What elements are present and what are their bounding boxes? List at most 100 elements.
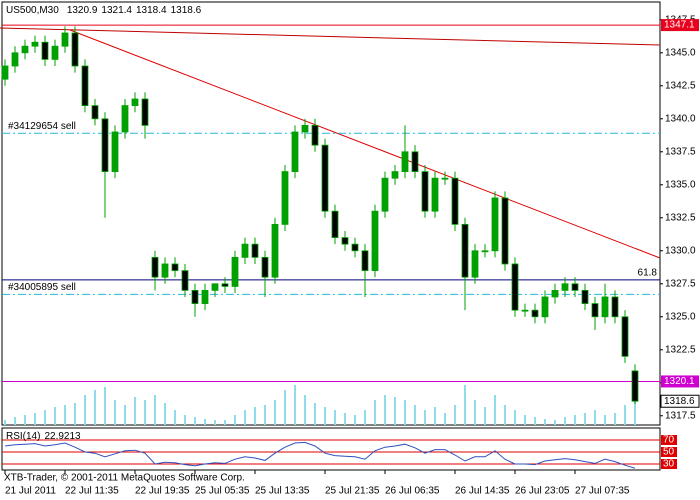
candle-body bbox=[291, 131, 299, 172]
volume-bar bbox=[534, 417, 536, 425]
volume-bar bbox=[464, 385, 466, 425]
volume-bar bbox=[494, 395, 496, 425]
header: US500,M30 1320.9 1321.4 1318.4 1318.6 bbox=[6, 5, 202, 16]
volume-bar bbox=[14, 417, 16, 425]
rsi-level-label: 30 bbox=[663, 459, 675, 470]
candle-body bbox=[421, 171, 429, 212]
main-frame bbox=[1, 1, 661, 426]
candle-body bbox=[131, 98, 139, 106]
header-open: 1320.9 bbox=[67, 5, 98, 16]
x-tick-label: 25 Jul 05:35 bbox=[195, 486, 250, 497]
candle-body bbox=[31, 41, 39, 47]
candle-body bbox=[271, 223, 279, 278]
x-tick-label: 26 Jul 14:35 bbox=[455, 486, 510, 497]
trendline bbox=[0, 27, 661, 46]
volume-bar bbox=[424, 410, 426, 425]
volume-bar bbox=[524, 415, 526, 425]
candle-body bbox=[441, 177, 449, 180]
y-tick-label: 1332.5 bbox=[665, 212, 696, 223]
volume-bar bbox=[574, 415, 576, 425]
volume-bar bbox=[304, 395, 306, 425]
candle-body bbox=[81, 65, 89, 106]
volume-bar bbox=[204, 419, 206, 425]
y-tick-label: 1317.5 bbox=[665, 410, 696, 421]
candle-body bbox=[21, 45, 29, 54]
volume-bar bbox=[104, 387, 106, 425]
volume-bar bbox=[394, 397, 396, 425]
candle-body bbox=[11, 52, 19, 67]
price-tag-label: 1347.1 bbox=[664, 20, 695, 31]
volume-bar bbox=[234, 415, 236, 425]
candle-body bbox=[411, 151, 419, 172]
volume-bar bbox=[124, 405, 126, 425]
volume-bar bbox=[164, 403, 166, 425]
candle-body bbox=[41, 41, 49, 60]
candle-body bbox=[321, 144, 329, 212]
volume-bar bbox=[564, 417, 566, 425]
x-tick-label: 21 Jul 2011 bbox=[5, 486, 56, 497]
footer: XTB-Trader, © 2001-2011 MetaQuotes Softw… bbox=[4, 473, 245, 484]
volume-bar bbox=[134, 397, 136, 425]
rsi-frame bbox=[1, 427, 661, 471]
y-tick-label: 1325.0 bbox=[665, 311, 696, 322]
candle-body bbox=[341, 237, 349, 245]
y-tick-label: 1345.0 bbox=[665, 47, 696, 58]
candle-body bbox=[351, 243, 359, 252]
candle-body bbox=[541, 296, 549, 318]
candle-body bbox=[211, 283, 219, 291]
trendline bbox=[69, 29, 661, 259]
volume-bar bbox=[114, 400, 116, 425]
candle-body bbox=[471, 250, 479, 278]
candle-body bbox=[191, 289, 199, 304]
volume-bar bbox=[514, 410, 516, 425]
volume-bar bbox=[44, 410, 46, 425]
price-tag-label: 1318.6 bbox=[664, 396, 695, 407]
price-tag-label: 1320.1 bbox=[664, 376, 695, 387]
x-tick-label: 22 Jul 11:35 bbox=[65, 486, 119, 497]
x-tick-label: 25 Jul 13:35 bbox=[255, 486, 310, 497]
y-tick-label: 1342.5 bbox=[665, 80, 696, 91]
rsi-level-tag bbox=[661, 447, 677, 457]
volume-bar bbox=[94, 390, 96, 425]
header-close: 1318.6 bbox=[171, 5, 202, 16]
volume-bar bbox=[244, 410, 246, 425]
candle-body bbox=[621, 316, 629, 357]
volume-bar bbox=[544, 419, 546, 425]
rsi-level-label: 50 bbox=[663, 447, 675, 458]
candle-body bbox=[551, 289, 559, 298]
candle-body bbox=[331, 210, 339, 238]
candle-body bbox=[251, 243, 259, 258]
candle-body bbox=[141, 98, 149, 126]
candle-body bbox=[601, 296, 609, 318]
candle-body bbox=[371, 210, 379, 271]
x-tick-label: 27 Jul 07:35 bbox=[575, 486, 630, 497]
volume-bar bbox=[284, 390, 286, 425]
candle-body bbox=[171, 263, 179, 271]
price-tag bbox=[661, 375, 699, 388]
candle-body bbox=[241, 243, 249, 258]
candle-body bbox=[461, 223, 469, 278]
volume-bar bbox=[224, 420, 226, 425]
candle-body bbox=[531, 309, 539, 318]
header-title: US500,M30 bbox=[6, 5, 59, 16]
rsi-level-tag bbox=[661, 459, 677, 469]
volume-bar bbox=[634, 390, 636, 425]
candle-body bbox=[511, 263, 519, 311]
header-low: 1318.4 bbox=[136, 5, 167, 16]
candle-body bbox=[71, 32, 79, 67]
candle-body bbox=[261, 256, 269, 278]
candle-body bbox=[151, 256, 159, 278]
volume-bar bbox=[4, 420, 6, 425]
volume-bar bbox=[54, 407, 56, 425]
candle-body bbox=[361, 250, 369, 271]
price-tag bbox=[660, 394, 700, 408]
volume-bar bbox=[414, 405, 416, 425]
candle-body bbox=[201, 289, 209, 304]
rsi-level-tag bbox=[661, 435, 677, 445]
volume-bar bbox=[604, 415, 606, 425]
candle-body bbox=[221, 283, 229, 287]
volume-bar bbox=[354, 415, 356, 425]
y-tick-label: 1330.0 bbox=[665, 245, 696, 256]
candle-body bbox=[51, 45, 59, 60]
